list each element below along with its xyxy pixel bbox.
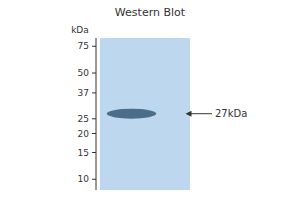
y-axis-line [96, 38, 97, 190]
title: Western Blot [115, 6, 186, 19]
y-tick-label: 37 [78, 88, 89, 98]
y-tick-label: 10 [78, 174, 90, 184]
y-tick [92, 73, 96, 74]
arrow-head [186, 111, 192, 117]
y-tick-label: 15 [78, 148, 89, 158]
chart: Western Blot 10 15 20 25 37 50 75 kDa 27kDa [0, 0, 300, 200]
y-tick [92, 152, 96, 153]
chart-container: Western Blot 10 15 20 25 37 50 75 kDa 27kDa [0, 0, 300, 200]
y-tick [92, 133, 96, 134]
arrow-line [191, 113, 213, 114]
y-axis-label: kDa [71, 25, 89, 35]
y-tick [92, 46, 96, 47]
y-tick-label: 25 [78, 114, 89, 124]
y-tick [92, 92, 96, 93]
blot-lane [100, 38, 190, 190]
y-tick-label: 75 [78, 41, 89, 51]
y-tick-label: 50 [78, 68, 90, 78]
marks [107, 109, 157, 119]
y-tick [92, 118, 96, 119]
y-tick [92, 179, 96, 180]
data-label: 27kDa [215, 108, 247, 119]
band [107, 109, 157, 119]
y-tick-label: 20 [78, 129, 90, 139]
